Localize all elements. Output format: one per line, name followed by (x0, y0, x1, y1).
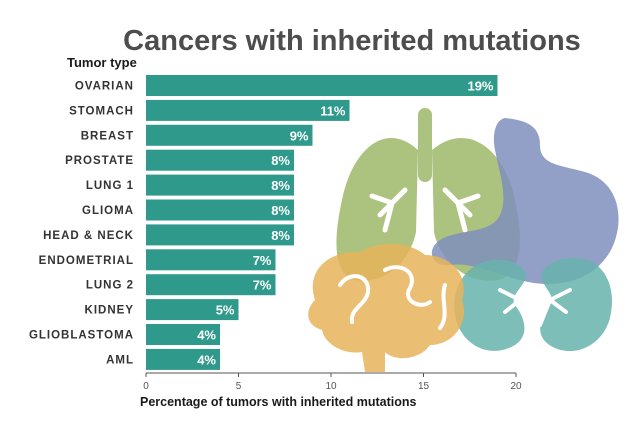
value-label: 4% (197, 352, 216, 367)
x-tick-label: 5 (236, 381, 242, 392)
chart-title: Cancers with inherited mutations (123, 25, 581, 57)
value-label: 8% (271, 153, 290, 168)
bar-aml (146, 348, 220, 370)
category-label: AML (106, 354, 134, 366)
organ-illustrations (308, 108, 619, 372)
x-axis-ticks: 0 5 10 15 20 (143, 373, 522, 392)
kidneys-icon (454, 257, 613, 352)
bar-stomach (146, 99, 350, 121)
value-label: 7% (253, 278, 272, 293)
value-label: 4% (197, 328, 216, 343)
value-label: 8% (271, 178, 290, 193)
value-label: 19% (467, 79, 493, 94)
bar-kidney (146, 299, 239, 321)
bar-breast (146, 124, 313, 146)
bar-endometrial (146, 249, 276, 271)
x-tick-label: 15 (418, 381, 430, 392)
category-label: BREAST (81, 130, 134, 142)
category-label: LUNG 1 (86, 180, 134, 192)
x-tick-label: 0 (143, 381, 149, 392)
bar-ovarian (146, 75, 498, 96)
value-label: 5% (216, 303, 235, 318)
value-label: 7% (253, 253, 272, 268)
bars: OVARIAN 19% STOMACH 11% BREAST 9% PROSTATE 8% LU… (29, 75, 498, 370)
category-label: OVARIAN (75, 81, 134, 93)
category-label: HEAD & NECK (43, 230, 134, 242)
value-label: 8% (271, 203, 290, 218)
category-label: ENDOMETRIAL (39, 255, 134, 267)
value-label: 8% (271, 228, 290, 243)
bar-lung-2 (146, 274, 276, 296)
bar-glioma (146, 199, 294, 221)
category-label: GLIOMA (82, 205, 134, 217)
brain-icon (308, 244, 465, 372)
category-label: STOMACH (69, 105, 134, 117)
x-tick-label: 10 (325, 381, 337, 392)
category-label: KIDNEY (85, 305, 134, 317)
stomach-icon (431, 118, 619, 285)
category-label: PROSTATE (65, 155, 134, 167)
bar-lung-1 (146, 174, 294, 196)
x-axis-label: Percentage of tumors with inherited muta… (140, 395, 416, 409)
category-label: GLIOBLASTOMA (29, 330, 134, 342)
bar-head-neck (146, 224, 294, 246)
x-tick-label: 20 (510, 381, 522, 392)
value-label: 9% (290, 128, 309, 143)
bar-glioblastoma (146, 324, 220, 345)
y-axis-label: Tumor type (67, 55, 137, 70)
category-label: LUNG 2 (86, 280, 134, 292)
value-label: 11% (320, 103, 346, 118)
bar-prostate (146, 149, 294, 171)
